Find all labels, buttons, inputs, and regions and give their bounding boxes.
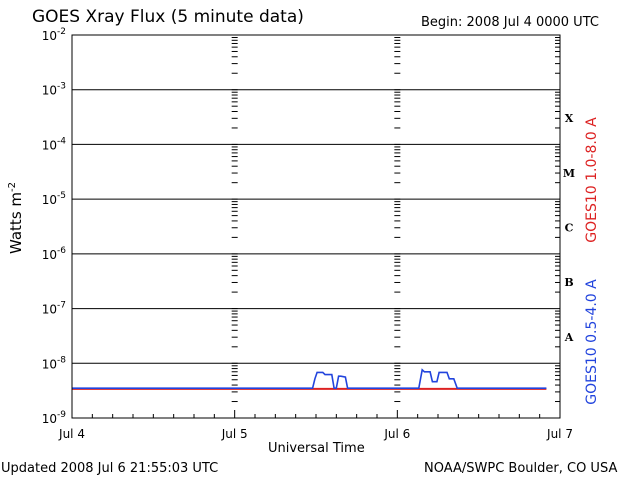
updated-timestamp: Updated 2008 Jul 6 21:55:03 UTC xyxy=(1,461,219,476)
y-tick-label: 10-6 xyxy=(42,246,67,262)
x-axis-label: Universal Time xyxy=(268,441,365,456)
plot-frame xyxy=(71,34,561,419)
credit-text: NOAA/SWPC Boulder, CO USA xyxy=(424,461,618,476)
y-tick-label: 10-8 xyxy=(42,355,67,371)
x-tick-label: Jul 4 xyxy=(58,427,85,441)
begin-timestamp: Begin: 2008 Jul 4 0000 UTC xyxy=(421,15,599,30)
flare-class-label: C xyxy=(565,222,574,235)
chart-title: GOES Xray Flux (5 minute data) xyxy=(32,7,304,27)
flare-class-label: M xyxy=(563,167,575,180)
grid-layer xyxy=(71,34,561,419)
x-tick-label: Jul 7 xyxy=(546,427,573,441)
series-layer xyxy=(72,368,547,390)
y-tick-label: 10-9 xyxy=(42,410,67,426)
y-tick-label: 10-5 xyxy=(42,191,66,207)
flare-class-label: X xyxy=(565,112,574,125)
x-tick-label: Jul 6 xyxy=(383,427,410,441)
y-tick-label: 10-4 xyxy=(42,136,67,152)
x-tick-label: Jul 5 xyxy=(221,427,248,441)
flare-class-label: B xyxy=(564,276,573,289)
y-tick-label: 10-7 xyxy=(42,301,66,317)
flare-class-label: A xyxy=(564,331,574,344)
y-tick-label: 10-3 xyxy=(42,82,66,98)
y-tick-label: 10-2 xyxy=(42,27,66,43)
series-line-short xyxy=(72,368,547,389)
